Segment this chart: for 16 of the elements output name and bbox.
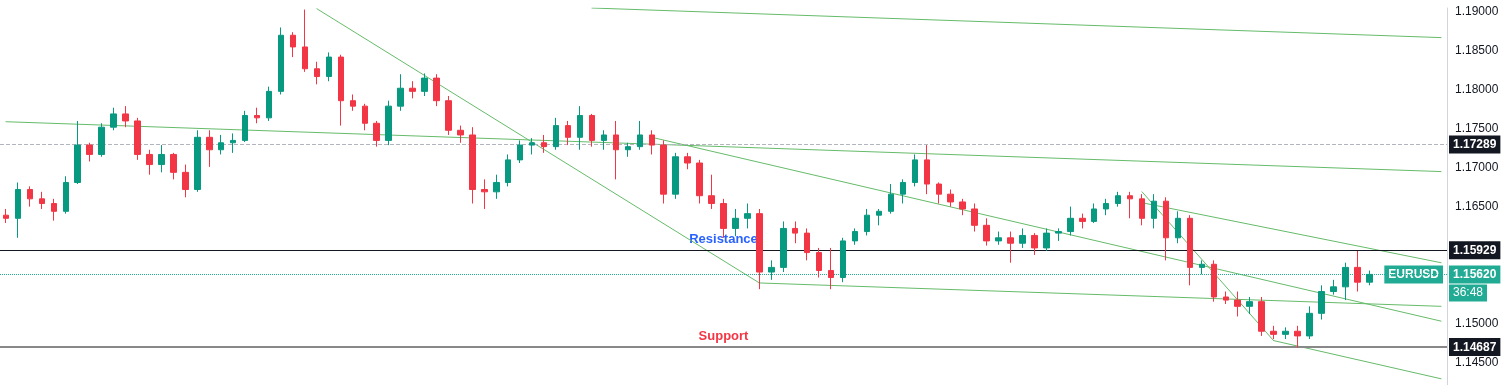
ref-line-label: 1.17289 bbox=[1453, 137, 1497, 152]
annotation: EURUSD bbox=[1388, 267, 1440, 282]
ref-line-label: 1.14687 bbox=[1453, 340, 1497, 355]
y-tick-label: 1.16500 bbox=[1455, 198, 1499, 213]
y-tick-label: 1.19000 bbox=[1455, 4, 1499, 19]
text: 36:48 bbox=[1453, 285, 1484, 300]
y-tick-label: 1.18000 bbox=[1455, 82, 1499, 97]
y-tick-label: 1.14500 bbox=[1455, 354, 1499, 369]
y-tick-label: 1.18500 bbox=[1455, 43, 1499, 58]
y-tick-label: 1.17000 bbox=[1455, 159, 1499, 174]
annotation: Resistance bbox=[689, 231, 758, 247]
ref-line-label: 1.15929 bbox=[1453, 243, 1497, 258]
annotation: Support bbox=[698, 328, 750, 344]
y-tick-label: 1.17500 bbox=[1455, 120, 1499, 135]
y-tick-label: 1.15000 bbox=[1455, 315, 1499, 330]
ref-line-label: 1.15620 bbox=[1453, 267, 1497, 282]
